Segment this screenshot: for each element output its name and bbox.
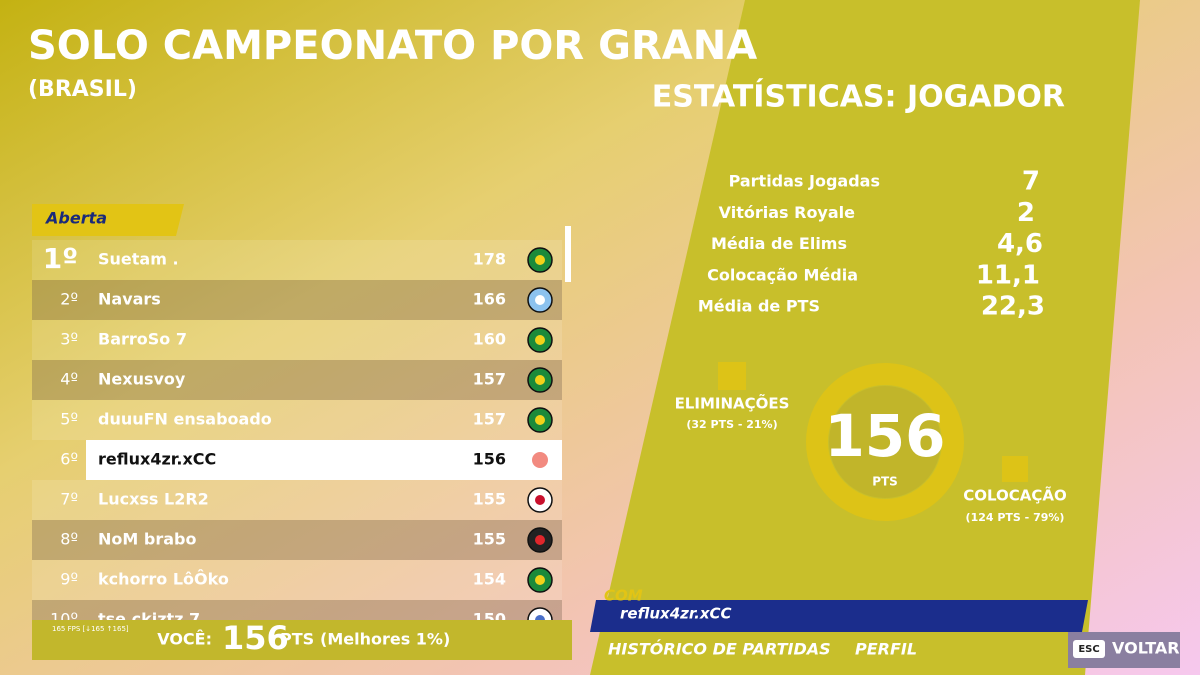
esc-label[interactable]: ESC bbox=[1078, 644, 1099, 655]
row-highlight bbox=[86, 440, 562, 480]
player-prefix: COM bbox=[604, 587, 643, 605]
row-flag-center bbox=[535, 295, 545, 305]
score-unit: PTS bbox=[872, 475, 898, 489]
row-points: 156 bbox=[473, 450, 506, 469]
elims-icon bbox=[718, 362, 746, 390]
row-flag bbox=[532, 452, 548, 468]
elims-detail: (32 PTS - 21%) bbox=[686, 418, 777, 431]
row-bg bbox=[32, 520, 562, 560]
row-name[interactable]: Suetam . bbox=[98, 250, 179, 269]
row-name[interactable]: Lucxss L2R2 bbox=[98, 490, 209, 509]
row-bg bbox=[32, 480, 562, 520]
stats-list: Partidas Jogadas 7 Vitórias Royale 2 Média d… bbox=[698, 167, 1045, 322]
scrollbar bbox=[565, 226, 571, 282]
row-points: 157 bbox=[473, 370, 506, 389]
row-flag-center bbox=[535, 575, 545, 585]
stat-label: Média de PTS bbox=[698, 297, 820, 316]
stat-label: Partidas Jogadas bbox=[729, 172, 880, 191]
row-bg bbox=[32, 240, 562, 280]
you-bar bbox=[32, 620, 572, 660]
you-unit: PTS bbox=[280, 630, 314, 649]
row-flag-center bbox=[535, 615, 545, 620]
placement-label: COLOCAÇÃO bbox=[963, 486, 1067, 505]
row-name[interactable]: tse ckiztz 7 bbox=[98, 610, 200, 629]
row-points: 160 bbox=[473, 330, 506, 349]
row-points: 150 bbox=[473, 610, 506, 629]
row-bg bbox=[32, 320, 562, 360]
stat-label: Vitórias Royale bbox=[719, 203, 856, 222]
row-bg bbox=[32, 600, 562, 620]
row-flag-center bbox=[535, 415, 545, 425]
row-rank: 4º bbox=[60, 370, 78, 389]
row-points: 154 bbox=[473, 570, 506, 589]
row-bg bbox=[32, 360, 562, 400]
row-flag-center bbox=[535, 535, 545, 545]
stat-value: 22,3 bbox=[981, 292, 1045, 322]
donut-center bbox=[829, 386, 941, 498]
score-value: 156 bbox=[824, 402, 945, 470]
row-points: 155 bbox=[473, 530, 506, 549]
row-bg bbox=[32, 560, 562, 600]
row-name[interactable]: Nexusvoy bbox=[98, 370, 186, 389]
row-points: 157 bbox=[473, 410, 506, 429]
row-name[interactable]: reflux4zr.xCC bbox=[98, 450, 216, 469]
placement-detail: (124 PTS - 79%) bbox=[966, 511, 1065, 524]
placement-icon bbox=[1002, 456, 1028, 482]
row-name[interactable]: Navars bbox=[98, 290, 161, 309]
row-points: 178 bbox=[473, 250, 506, 269]
stat-label: Média de Elims bbox=[711, 234, 847, 253]
esc-key[interactable] bbox=[1073, 640, 1105, 658]
row-rank: 1º bbox=[43, 242, 78, 275]
row-rank: 6º bbox=[60, 450, 78, 469]
row-rank: 2º bbox=[60, 290, 78, 309]
you-label: VOCÊ: bbox=[157, 630, 212, 649]
row-bg bbox=[32, 400, 562, 440]
row-rank: 5º bbox=[60, 410, 78, 429]
row-flag-center bbox=[535, 495, 545, 505]
row-name[interactable]: duuuFN ensaboado bbox=[98, 410, 272, 429]
title: SOLO CAMPEONATO POR GRANA bbox=[28, 23, 757, 69]
row-name[interactable]: kchorro LôÔko bbox=[98, 570, 229, 589]
row-bg bbox=[32, 280, 562, 320]
player-name: reflux4zr.xCC bbox=[620, 605, 732, 623]
leaderboard-rows: 1º Suetam . 178 2º Navars 166 3º BarroSo 7 160 4º… bbox=[32, 240, 562, 629]
donut-ring bbox=[806, 363, 964, 521]
stat-value: 11,1 bbox=[976, 260, 1040, 290]
row-rank: 10º bbox=[50, 610, 78, 629]
history-tab[interactable]: HISTÓRICO DE PARTIDAS bbox=[608, 640, 831, 659]
you-points: 156 bbox=[222, 619, 289, 657]
row-points: 155 bbox=[473, 490, 506, 509]
stat-value: 7 bbox=[1022, 167, 1040, 197]
profile-tab[interactable]: PERFIL bbox=[855, 640, 917, 659]
subtitle: (BRASIL) bbox=[28, 77, 137, 102]
stat-value: 4,6 bbox=[997, 229, 1043, 259]
you-best: (Melhores 1%) bbox=[320, 630, 450, 649]
stat-value: 2 bbox=[1017, 198, 1035, 228]
row-rank: 8º bbox=[60, 530, 78, 549]
fps: 165 FPS [↓165 ↑165] bbox=[52, 625, 129, 633]
score-donut: 156 PTS ELIMINAÇÕES (32 PTS - 21%) COLOC… bbox=[675, 362, 1067, 524]
row-flag-center bbox=[535, 255, 545, 265]
back-label[interactable]: VOLTAR bbox=[1112, 639, 1180, 658]
row-rank: 7º bbox=[60, 490, 78, 509]
stats-title: ESTATÍSTICAS: JOGADOR bbox=[652, 79, 1065, 115]
stats-panel bbox=[590, 0, 1140, 675]
tab-label[interactable]: Aberta bbox=[44, 209, 107, 228]
player-banner bbox=[590, 600, 1088, 632]
row-name[interactable]: BarroSo 7 bbox=[98, 330, 187, 349]
row-points: 166 bbox=[473, 290, 506, 309]
stat-label: Colocação Média bbox=[707, 265, 858, 284]
elims-label: ELIMINAÇÕES bbox=[675, 394, 790, 413]
row-rank: 3º bbox=[60, 330, 78, 349]
row-name[interactable]: NoM brabo bbox=[98, 530, 196, 549]
row-flag-center bbox=[535, 375, 545, 385]
row-flag-center bbox=[535, 335, 545, 345]
row-flag bbox=[527, 607, 553, 620]
tab[interactable] bbox=[32, 204, 184, 236]
row-rank: 9º bbox=[60, 570, 78, 589]
